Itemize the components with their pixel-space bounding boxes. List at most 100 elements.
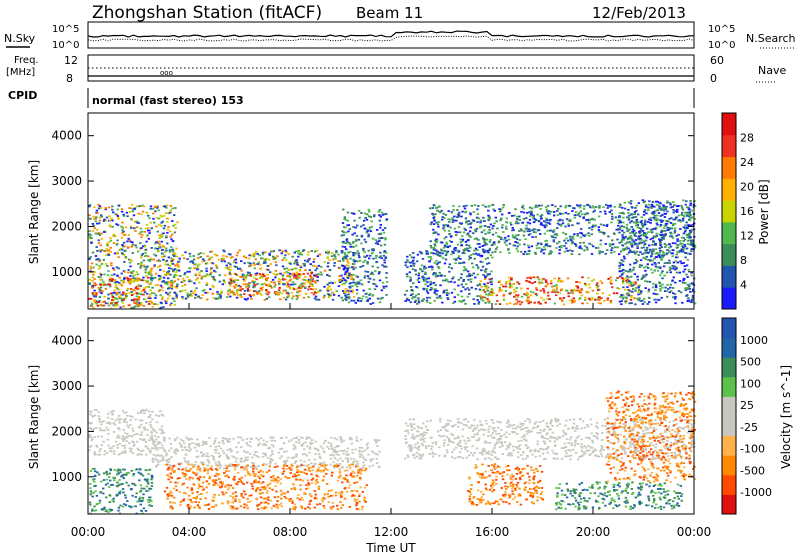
- power-cell: [510, 285, 514, 288]
- power-cell: [351, 233, 354, 236]
- velocity-cell: [118, 436, 121, 439]
- power-cell: [468, 293, 471, 295]
- power-cell: [530, 245, 534, 248]
- power-cell: [249, 262, 252, 265]
- power-cell: [673, 293, 677, 296]
- power-cell: [423, 280, 426, 283]
- power-cell: [485, 286, 489, 289]
- power-cell: [149, 205, 153, 208]
- power-cell: [326, 256, 329, 258]
- power-cell: [412, 282, 415, 285]
- power-cell: [610, 209, 613, 212]
- power-cell: [166, 281, 169, 283]
- power-cell: [661, 214, 664, 216]
- velocity-cell: [308, 437, 312, 440]
- power-cell: [116, 208, 119, 211]
- power-cell: [214, 297, 218, 300]
- power-cell: [148, 293, 152, 296]
- power-cell: [555, 233, 558, 235]
- velocity-cell: [155, 438, 158, 441]
- power-cell: [190, 294, 193, 297]
- power-cell: [534, 206, 537, 209]
- power-cell: [170, 286, 174, 289]
- velocity-cell: [108, 476, 111, 478]
- power-cell: [213, 279, 217, 282]
- power-cell: [381, 264, 384, 267]
- power-cell: [656, 269, 660, 272]
- power-cell: [372, 282, 375, 285]
- power-cell: [674, 210, 677, 213]
- power-cell: [648, 218, 651, 221]
- cpid-strip: CPID normal (fast stereo) 153: [8, 88, 695, 108]
- power-cell: [157, 241, 160, 244]
- power-cell: [516, 241, 519, 244]
- power-cell: [356, 250, 359, 252]
- power-cell: [348, 241, 351, 244]
- power-cell: [642, 201, 645, 204]
- velocity-cell: [331, 453, 334, 456]
- power-cell: [532, 231, 536, 233]
- power-cell: [429, 240, 432, 243]
- velocity-cell: [257, 465, 260, 468]
- power-cell: [618, 216, 622, 218]
- power-cell: [256, 282, 259, 285]
- velocity-cell: [334, 446, 337, 449]
- velocity-cell: [161, 447, 164, 449]
- power-cell: [138, 302, 141, 304]
- power-cell: [515, 234, 518, 237]
- power-cell: [371, 251, 374, 254]
- power-cell: [569, 235, 572, 238]
- velocity-cell: [230, 449, 233, 452]
- power-cell: [141, 253, 144, 255]
- power-cell: [352, 289, 355, 292]
- power-cell: [205, 273, 209, 276]
- power-cell: [302, 249, 305, 251]
- power-cell: [529, 277, 532, 280]
- power-cell: [618, 264, 621, 267]
- velocity-cell: [365, 443, 369, 446]
- power-cell: [442, 246, 446, 249]
- power-cell: [693, 217, 697, 220]
- velocity-cell: [119, 490, 122, 493]
- power-cell: [646, 280, 649, 283]
- power-cell: [665, 290, 668, 292]
- power-cell: [513, 236, 517, 239]
- velocity-cell: [206, 459, 209, 461]
- power-cell: [100, 215, 103, 218]
- power-cell: [231, 256, 234, 258]
- power-cell: [189, 255, 192, 258]
- power-cell: [658, 247, 661, 250]
- power-cell: [414, 299, 417, 302]
- power-cell: [181, 289, 184, 292]
- power-cell: [206, 274, 209, 277]
- power-cell: [428, 260, 431, 262]
- power-cell: [668, 259, 671, 262]
- power-cell: [351, 242, 355, 244]
- velocity-cell: [134, 468, 137, 471]
- power-cell: [281, 250, 284, 253]
- power-cell: [297, 255, 300, 258]
- power-cell: [163, 255, 166, 258]
- power-cell: [540, 296, 543, 299]
- power-cell: [558, 277, 561, 280]
- power-cell: [155, 272, 158, 275]
- power-cell: [635, 250, 639, 253]
- power-cell: [538, 220, 541, 223]
- power-cell: [147, 259, 150, 262]
- power-cell: [118, 291, 121, 294]
- power-cell: [479, 254, 482, 257]
- power-cell: [207, 258, 211, 261]
- power-cell: [140, 254, 143, 257]
- power-cell: [476, 221, 479, 223]
- power-cell: [689, 301, 692, 303]
- power-cell: [368, 226, 372, 229]
- power-cell: [693, 205, 697, 207]
- power-cell: [409, 301, 412, 304]
- velocity-cell: [272, 436, 275, 439]
- velocity-cell: [363, 449, 367, 452]
- power-cell: [625, 226, 628, 229]
- power-cell: [601, 282, 604, 285]
- power-cell: [573, 233, 576, 236]
- power-cell: [217, 258, 221, 261]
- power-cell: [423, 265, 426, 268]
